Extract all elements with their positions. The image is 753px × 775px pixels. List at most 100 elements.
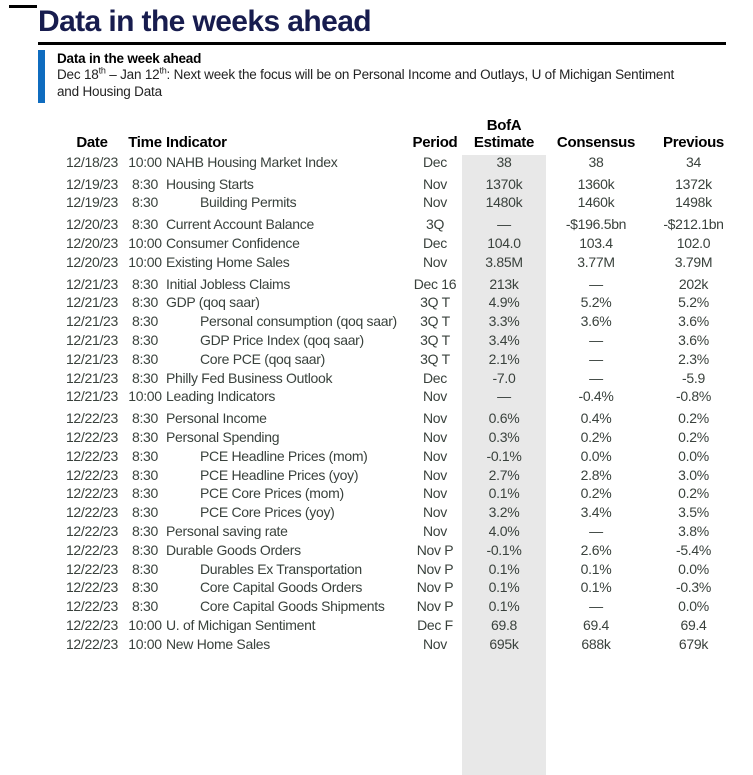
time-cell: 8:30 (131, 410, 159, 427)
previous-cell: -0.3% (675, 579, 712, 596)
bofa-cell: 38 (496, 153, 512, 170)
indicator-cell: New Home Sales (166, 635, 270, 652)
bofa-cell: 0.6% (488, 410, 520, 427)
previous-cell: 3.6% (678, 313, 709, 330)
time-cell: 10:00 (128, 388, 162, 405)
callout-text-part2: – Jan 12 (105, 67, 160, 82)
bofa-cell: 0.1% (488, 579, 520, 596)
period-cell: Nov P (416, 541, 454, 558)
previous-cell: -0.8% (675, 388, 712, 405)
time-cell: 8:30 (131, 579, 159, 596)
date-cell: 12/20/23 (65, 235, 119, 252)
table-row: 12/22/23 8:30 Personal saving rate Nov 4.0% —… (58, 522, 741, 541)
consensus-cell: 103.4 (579, 235, 613, 252)
period-cell: 3Q (425, 216, 445, 233)
previous-cell: 3.79M (674, 253, 713, 270)
previous-cell: 34 (686, 153, 701, 170)
bofa-cell: 695k (489, 635, 519, 652)
time-cell: 8:30 (131, 504, 159, 521)
consensus-cell: 688k (581, 635, 611, 652)
table-row: 12/22/23 8:30 Durables Ex Transportation No… (58, 560, 741, 579)
bofa-cell: 0.3% (488, 429, 520, 446)
week-ahead-callout: Data in the week ahead Dec 18th – Jan 12… (38, 50, 753, 103)
date-cell: 12/21/23 (65, 350, 119, 367)
bofa-cell: 0.1% (488, 560, 520, 577)
time-cell: 8:30 (131, 523, 159, 540)
table-row: 12/21/23 8:30 Philly Fed Business Outlook D… (58, 369, 741, 388)
time-cell: 8:30 (131, 332, 159, 349)
date-cell: 12/21/23 (65, 275, 119, 292)
table-row: 12/19/23 8:30 Housing Starts Nov 1370k 1360k 1… (58, 172, 741, 194)
consensus-cell: 0.1% (580, 560, 612, 577)
bofa-cell: — (497, 388, 511, 405)
previous-cell: 1498k (675, 194, 712, 211)
period-cell: Nov (423, 429, 447, 446)
indicator-cell: Existing Home Sales (166, 253, 290, 270)
previous-cell: 1372k (675, 175, 712, 192)
time-cell: 10:00 (128, 617, 162, 634)
table-row: 12/22/23 10:00 U. of Michigan Sentiment Dec… (58, 616, 741, 635)
period-cell: Nov (423, 175, 447, 192)
bofa-cell: -0.1% (486, 541, 522, 558)
time-cell: 10:00 (128, 253, 162, 270)
period-cell: 3Q T (420, 332, 450, 349)
consensus-cell: 0.2% (580, 429, 612, 446)
bofa-cell: 4.9% (488, 294, 520, 311)
col-header-date: Date (76, 134, 108, 151)
period-cell: Nov (423, 466, 447, 483)
previous-cell: 0.2% (678, 410, 709, 427)
indicator-cell: Philly Fed Business Outlook (166, 369, 333, 386)
bofa-cell: 104.0 (487, 235, 521, 252)
period-cell: Nov (423, 410, 447, 427)
period-cell: Nov P (416, 598, 454, 615)
period-cell: Nov P (416, 560, 454, 577)
table-row: 12/22/23 8:30 Durable Goods Orders Nov P -0.… (58, 541, 741, 560)
indicator-cell: Building Permits (200, 194, 297, 211)
time-cell: 8:30 (131, 369, 159, 386)
indicator-cell: Core Capital Goods Orders (200, 579, 363, 596)
table-row: 12/22/23 8:30 Personal Income Nov 0.6% 0.4% 0.… (58, 406, 741, 428)
bofa-cell: 4.0% (488, 523, 520, 540)
consensus-cell: 3.6% (580, 313, 612, 330)
period-cell: 3Q T (420, 313, 450, 330)
table-row: 12/22/23 8:30 PCE Headline Prices (mom) Nov… (58, 447, 741, 466)
previous-cell: 0.0% (678, 447, 709, 464)
table-header-row: Date Time Indicator Period BofA Estimate … (58, 117, 741, 153)
time-cell: 8:30 (131, 294, 159, 311)
bofa-cell: -0.1% (486, 447, 522, 464)
bofa-cell: 3.85M (485, 253, 523, 270)
previous-cell: 0.0% (678, 560, 709, 577)
previous-cell: 3.0% (678, 466, 709, 483)
date-cell: 12/21/23 (65, 369, 119, 386)
bofa-cell: 0.1% (488, 485, 520, 502)
callout-heading: Data in the week ahead (57, 51, 202, 66)
date-cell: 12/22/23 (65, 523, 119, 540)
consensus-cell: — (589, 275, 603, 292)
economic-calendar-table: Date Time Indicator Period BofA Estimate … (58, 117, 741, 654)
period-cell: Dec 16 (413, 275, 457, 292)
indicator-cell: Core PCE (qoq saar) (200, 350, 326, 367)
table-row: 12/21/23 8:30 Core PCE (qoq saar) 3Q T 2.1% —… (58, 350, 741, 369)
date-cell: 12/22/23 (65, 429, 119, 446)
previous-cell: 3.6% (678, 332, 709, 349)
bofa-cell: 1370k (485, 175, 523, 192)
indicator-cell: PCE Headline Prices (yoy) (200, 466, 359, 483)
callout-text: Dec 18th – Jan 12th: Next week the focus… (57, 66, 675, 100)
consensus-cell: -$196.5bn (565, 216, 627, 233)
callout-text-part3: : Next week the focus will be on Persona… (166, 67, 675, 82)
previous-cell: -5.9 (682, 369, 705, 386)
consensus-cell: 0.4% (580, 410, 612, 427)
title-underline (38, 42, 726, 45)
consensus-cell: 1460k (577, 194, 615, 211)
col-header-time: Time (128, 134, 162, 151)
table-row: 12/18/23 10:00 NAHB Housing Market Index De… (58, 153, 741, 172)
time-cell: 8:30 (131, 216, 159, 233)
period-cell: Nov (423, 485, 447, 502)
date-cell: 12/22/23 (65, 447, 119, 464)
report-page: { "header": { "title": "Data in the week… (0, 5, 753, 775)
period-cell: Dec F (417, 617, 453, 634)
date-cell: 12/22/23 (65, 410, 119, 427)
callout-accent-bar (38, 50, 45, 103)
indicator-cell: Durables Ex Transportation (200, 560, 362, 577)
indicator-cell: PCE Core Prices (mom) (200, 485, 344, 502)
